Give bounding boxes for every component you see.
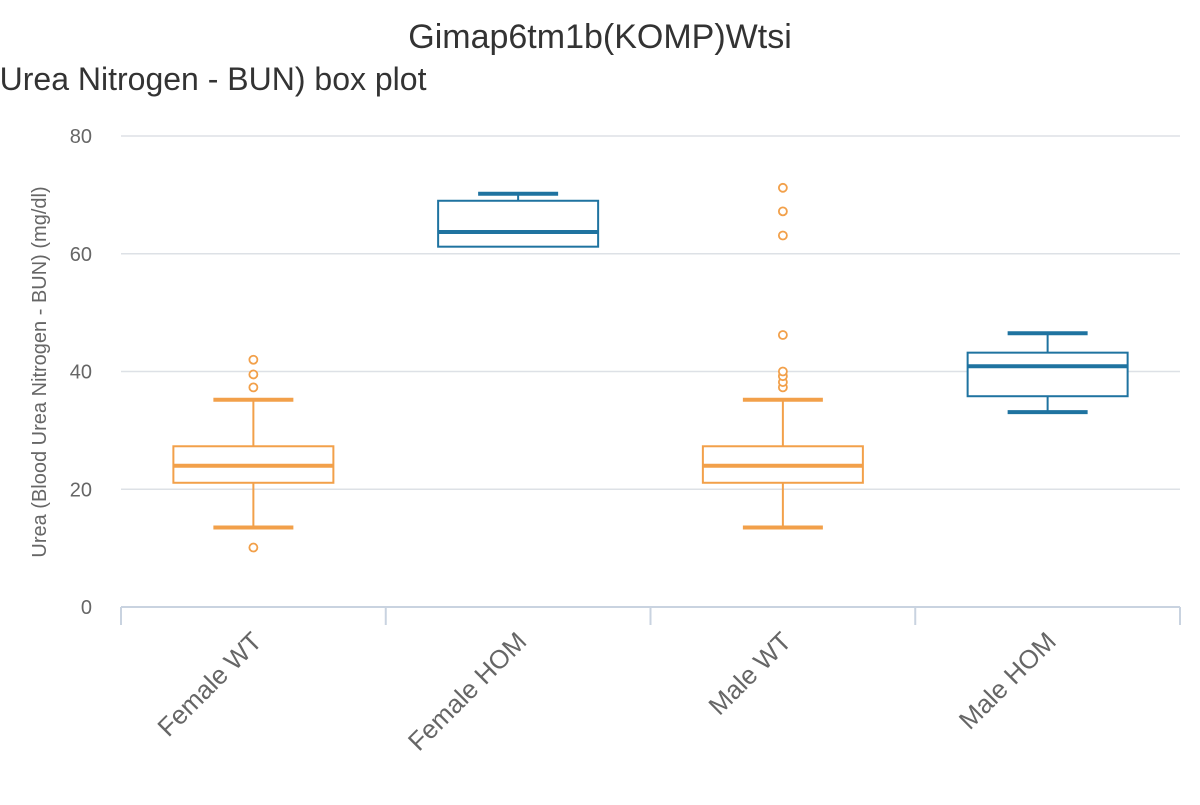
y-axis-title: Urea (Blood Urea Nitrogen - BUN) (mg/dl) [29, 186, 51, 557]
x-category-label: Female WT [151, 626, 267, 742]
outlier-point [248, 542, 259, 553]
outlier-point [777, 182, 788, 193]
y-tick-label: 40 [70, 362, 92, 384]
outlier-point [248, 382, 259, 393]
box-group [966, 331, 1129, 415]
iqr-box [966, 351, 1129, 398]
y-tick-label: 80 [70, 126, 92, 148]
box-group [437, 191, 600, 248]
box-group [172, 354, 335, 553]
axis-layer [120, 606, 1181, 625]
y-tick-label: 0 [81, 597, 92, 619]
outlier-point [777, 206, 788, 217]
outlier-point [777, 230, 788, 241]
chart-title: Gimap6tm1b(KOMP)Wtsi [408, 18, 792, 56]
iqr-box [437, 199, 600, 248]
x-category-label: Female HOM [402, 626, 533, 757]
grid-layer [121, 135, 1180, 490]
y-tick-label: 20 [70, 479, 92, 501]
chart-subtitle: Urea (Blood Urea Nitrogen - BUN) box plo… [0, 61, 427, 97]
outlier-point [248, 369, 259, 380]
box-layer [172, 182, 1129, 553]
outlier-point [777, 366, 788, 377]
outlier-point [248, 354, 259, 365]
y-tick-label: 60 [70, 244, 92, 266]
outlier-point [777, 330, 788, 340]
x-category-label: Male WT [702, 626, 797, 721]
x-category-label: Male HOM [953, 626, 1062, 735]
box-group [701, 182, 864, 530]
